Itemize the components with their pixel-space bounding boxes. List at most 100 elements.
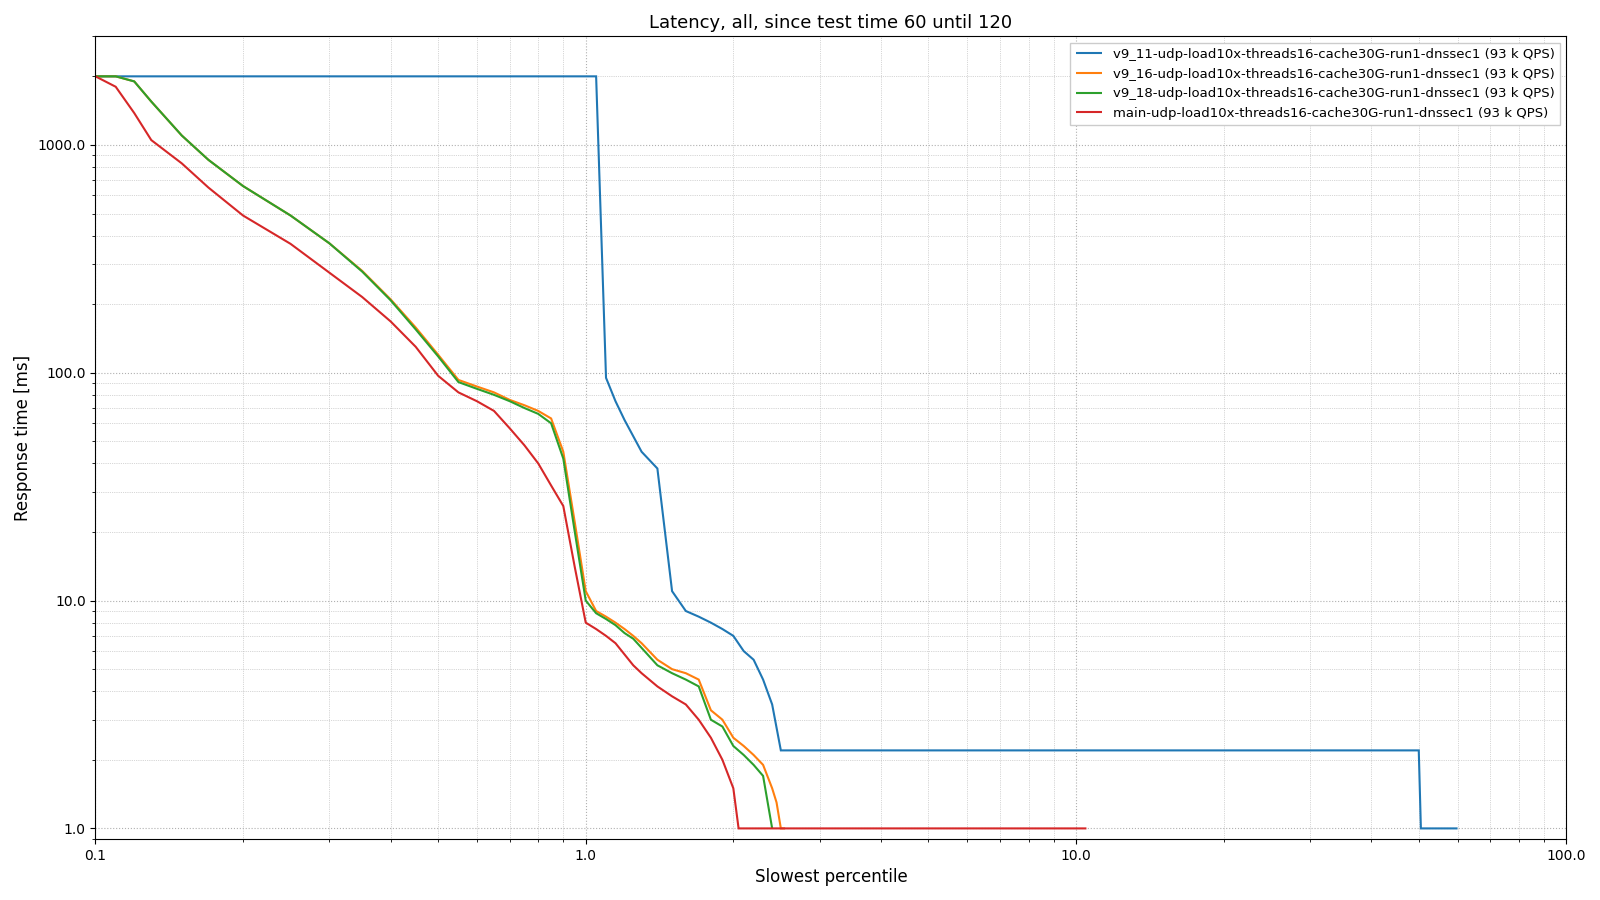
v9_16-udp-load10x-threads16-cache30G-run1-dnssec1 (93 k QPS) (485, 387, 504, 398)
v9_16-udp-load10x-threads16-cache30G-run1-dnssec1 (93 k QPS) (714, 715, 733, 725)
v9_18-udp-load10x-threads16-cache30G-run1-dnssec1 (93 k QPS) (282, 210, 301, 220)
v9_11-udp-load10x-threads16-cache30G-run1-dnssec1 (93 k QPS) (96, 71, 115, 82)
v9_11-udp-load10x-threads16-cache30G-run1-dnssec1 (93 k QPS) (632, 446, 651, 457)
v9_11-udp-load10x-threads16-cache30G-run1-dnssec1 (93 k QPS) (554, 71, 573, 82)
v9_18-udp-load10x-threads16-cache30G-run1-dnssec1 (93 k QPS) (450, 377, 469, 388)
v9_11-udp-load10x-threads16-cache30G-run1-dnssec1 (93 k QPS) (771, 745, 790, 756)
v9_11-udp-load10x-threads16-cache30G-run1-dnssec1 (93 k QPS) (677, 606, 696, 616)
v9_18-udp-load10x-threads16-cache30G-run1-dnssec1 (93 k QPS) (734, 750, 754, 760)
main-udp-load10x-threads16-cache30G-run1-dnssec1 (93 k QPS) (565, 562, 584, 572)
v9_11-udp-load10x-threads16-cache30G-run1-dnssec1 (93 k QPS) (1411, 823, 1430, 833)
v9_18-udp-load10x-threads16-cache30G-run1-dnssec1 (93 k QPS) (701, 715, 720, 725)
v9_18-udp-load10x-threads16-cache30G-run1-dnssec1 (93 k QPS) (173, 130, 192, 141)
main-udp-load10x-threads16-cache30G-run1-dnssec1 (93 k QPS) (554, 500, 573, 511)
v9_16-udp-load10x-threads16-cache30G-run1-dnssec1 (93 k QPS) (381, 294, 400, 305)
v9_16-udp-load10x-threads16-cache30G-run1-dnssec1 (93 k QPS) (352, 266, 371, 276)
main-udp-load10x-threads16-cache30G-run1-dnssec1 (93 k QPS) (677, 699, 696, 710)
v9_18-udp-load10x-threads16-cache30G-run1-dnssec1 (93 k QPS) (576, 595, 595, 606)
v9_11-udp-load10x-threads16-cache30G-run1-dnssec1 (93 k QPS) (734, 645, 754, 656)
v9_18-udp-load10x-threads16-cache30G-run1-dnssec1 (93 k QPS) (541, 418, 560, 428)
main-udp-load10x-threads16-cache30G-run1-dnssec1 (93 k QPS) (515, 440, 534, 451)
v9_18-udp-load10x-threads16-cache30G-run1-dnssec1 (93 k QPS) (381, 295, 400, 306)
v9_18-udp-load10x-threads16-cache30G-run1-dnssec1 (93 k QPS) (515, 402, 534, 413)
main-udp-load10x-threads16-cache30G-run1-dnssec1 (93 k QPS) (597, 631, 616, 642)
v9_18-udp-load10x-threads16-cache30G-run1-dnssec1 (93 k QPS) (501, 396, 520, 407)
v9_18-udp-load10x-threads16-cache30G-run1-dnssec1 (93 k QPS) (597, 614, 616, 625)
main-udp-load10x-threads16-cache30G-run1-dnssec1 (93 k QPS) (587, 624, 606, 634)
v9_11-udp-load10x-threads16-cache30G-run1-dnssec1 (93 k QPS) (576, 71, 595, 82)
v9_11-udp-load10x-threads16-cache30G-run1-dnssec1 (93 k QPS) (501, 71, 520, 82)
v9_11-udp-load10x-threads16-cache30G-run1-dnssec1 (93 k QPS) (648, 464, 667, 474)
v9_11-udp-load10x-threads16-cache30G-run1-dnssec1 (93 k QPS) (1410, 745, 1429, 756)
v9_11-udp-load10x-threads16-cache30G-run1-dnssec1 (93 k QPS) (157, 71, 176, 82)
Y-axis label: Response time [ms]: Response time [ms] (14, 355, 32, 520)
main-udp-load10x-threads16-cache30G-run1-dnssec1 (93 k QPS) (320, 267, 339, 278)
v9_16-udp-load10x-threads16-cache30G-run1-dnssec1 (93 k QPS) (173, 130, 192, 141)
v9_16-udp-load10x-threads16-cache30G-run1-dnssec1 (93 k QPS) (624, 631, 643, 642)
v9_11-udp-load10x-threads16-cache30G-run1-dnssec1 (93 k QPS) (469, 71, 488, 82)
main-udp-load10x-threads16-cache30G-run1-dnssec1 (93 k QPS) (234, 210, 253, 220)
v9_18-udp-load10x-threads16-cache30G-run1-dnssec1 (93 k QPS) (662, 668, 682, 679)
v9_11-udp-load10x-threads16-cache30G-run1-dnssec1 (93 k QPS) (1448, 823, 1467, 833)
v9_16-udp-load10x-threads16-cache30G-run1-dnssec1 (93 k QPS) (648, 654, 667, 665)
v9_11-udp-load10x-threads16-cache30G-run1-dnssec1 (93 k QPS) (352, 71, 371, 82)
main-udp-load10x-threads16-cache30G-run1-dnssec1 (93 k QPS) (701, 733, 720, 743)
main-udp-load10x-threads16-cache30G-run1-dnssec1 (93 k QPS) (86, 71, 106, 82)
v9_16-udp-load10x-threads16-cache30G-run1-dnssec1 (93 k QPS) (541, 413, 560, 424)
v9_11-udp-load10x-threads16-cache30G-run1-dnssec1 (93 k QPS) (142, 71, 162, 82)
v9_18-udp-load10x-threads16-cache30G-run1-dnssec1 (93 k QPS) (320, 238, 339, 248)
Line: v9_11-udp-load10x-threads16-cache30G-run1-dnssec1 (93 k QPS): v9_11-udp-load10x-threads16-cache30G-run… (96, 76, 1458, 828)
v9_11-udp-load10x-threads16-cache30G-run1-dnssec1 (93 k QPS) (86, 71, 106, 82)
v9_16-udp-load10x-threads16-cache30G-run1-dnssec1 (93 k QPS) (86, 71, 106, 82)
v9_18-udp-load10x-threads16-cache30G-run1-dnssec1 (93 k QPS) (528, 409, 547, 419)
main-udp-load10x-threads16-cache30G-run1-dnssec1 (93 k QPS) (106, 81, 125, 92)
v9_16-udp-load10x-threads16-cache30G-run1-dnssec1 (93 k QPS) (528, 406, 547, 417)
v9_16-udp-load10x-threads16-cache30G-run1-dnssec1 (93 k QPS) (614, 624, 634, 634)
v9_16-udp-load10x-threads16-cache30G-run1-dnssec1 (93 k QPS) (106, 71, 125, 82)
v9_18-udp-load10x-threads16-cache30G-run1-dnssec1 (93 k QPS) (632, 643, 651, 653)
main-udp-load10x-threads16-cache30G-run1-dnssec1 (93 k QPS) (1067, 823, 1086, 833)
main-udp-load10x-threads16-cache30G-run1-dnssec1 (93 k QPS) (125, 108, 144, 119)
v9_11-udp-load10x-threads16-cache30G-run1-dnssec1 (93 k QPS) (723, 631, 742, 642)
v9_16-udp-load10x-threads16-cache30G-run1-dnssec1 (93 k QPS) (690, 674, 709, 685)
v9_11-udp-load10x-threads16-cache30G-run1-dnssec1 (93 k QPS) (754, 674, 773, 685)
main-udp-load10x-threads16-cache30G-run1-dnssec1 (93 k QPS) (541, 480, 560, 491)
main-udp-load10x-threads16-cache30G-run1-dnssec1 (93 k QPS) (730, 823, 749, 833)
v9_16-udp-load10x-threads16-cache30G-run1-dnssec1 (93 k QPS) (467, 381, 486, 392)
v9_18-udp-load10x-threads16-cache30G-run1-dnssec1 (93 k QPS) (142, 96, 162, 107)
v9_18-udp-load10x-threads16-cache30G-run1-dnssec1 (93 k QPS) (198, 155, 218, 166)
v9_18-udp-load10x-threads16-cache30G-run1-dnssec1 (93 k QPS) (554, 454, 573, 464)
v9_16-udp-load10x-threads16-cache30G-run1-dnssec1 (93 k QPS) (125, 76, 144, 86)
v9_18-udp-load10x-threads16-cache30G-run1-dnssec1 (93 k QPS) (106, 71, 125, 82)
main-udp-load10x-threads16-cache30G-run1-dnssec1 (93 k QPS) (734, 823, 754, 833)
v9_16-udp-load10x-threads16-cache30G-run1-dnssec1 (93 k QPS) (597, 611, 616, 622)
v9_11-udp-load10x-threads16-cache30G-run1-dnssec1 (93 k QPS) (125, 71, 144, 82)
Line: main-udp-load10x-threads16-cache30G-run1-dnssec1 (93 k QPS): main-udp-load10x-threads16-cache30G-run1… (96, 76, 1086, 828)
v9_11-udp-load10x-threads16-cache30G-run1-dnssec1 (93 k QPS) (320, 71, 339, 82)
v9_16-udp-load10x-threads16-cache30G-run1-dnssec1 (93 k QPS) (501, 394, 520, 405)
main-udp-load10x-threads16-cache30G-run1-dnssec1 (93 k QPS) (501, 423, 520, 434)
v9_16-udp-load10x-threads16-cache30G-run1-dnssec1 (93 k QPS) (734, 741, 754, 751)
v9_16-udp-load10x-threads16-cache30G-run1-dnssec1 (93 k QPS) (587, 606, 606, 616)
v9_11-udp-load10x-threads16-cache30G-run1-dnssec1 (93 k QPS) (662, 586, 682, 597)
main-udp-load10x-threads16-cache30G-run1-dnssec1 (93 k QPS) (632, 668, 651, 679)
v9_18-udp-load10x-threads16-cache30G-run1-dnssec1 (93 k QPS) (86, 71, 106, 82)
v9_11-udp-load10x-threads16-cache30G-run1-dnssec1 (93 k QPS) (701, 617, 720, 628)
main-udp-load10x-threads16-cache30G-run1-dnssec1 (93 k QPS) (528, 458, 547, 469)
v9_18-udp-load10x-threads16-cache30G-run1-dnssec1 (93 k QPS) (744, 760, 763, 770)
v9_16-udp-load10x-threads16-cache30G-run1-dnssec1 (93 k QPS) (723, 733, 742, 743)
v9_18-udp-load10x-threads16-cache30G-run1-dnssec1 (93 k QPS) (614, 627, 634, 638)
v9_18-udp-load10x-threads16-cache30G-run1-dnssec1 (93 k QPS) (125, 76, 144, 86)
main-udp-load10x-threads16-cache30G-run1-dnssec1 (93 k QPS) (142, 135, 162, 146)
v9_18-udp-load10x-threads16-cache30G-run1-dnssec1 (93 k QPS) (565, 526, 584, 537)
v9_11-udp-load10x-threads16-cache30G-run1-dnssec1 (93 k QPS) (714, 624, 733, 634)
v9_16-udp-load10x-threads16-cache30G-run1-dnssec1 (93 k QPS) (677, 668, 696, 679)
v9_16-udp-load10x-threads16-cache30G-run1-dnssec1 (93 k QPS) (515, 400, 534, 410)
v9_18-udp-load10x-threads16-cache30G-run1-dnssec1 (93 k QPS) (763, 823, 782, 833)
main-udp-load10x-threads16-cache30G-run1-dnssec1 (93 k QPS) (690, 715, 709, 725)
v9_18-udp-load10x-threads16-cache30G-run1-dnssec1 (93 k QPS) (714, 721, 733, 732)
main-udp-load10x-threads16-cache30G-run1-dnssec1 (93 k QPS) (450, 387, 469, 398)
v9_11-udp-load10x-threads16-cache30G-run1-dnssec1 (93 k QPS) (234, 71, 253, 82)
v9_18-udp-load10x-threads16-cache30G-run1-dnssec1 (93 k QPS) (648, 660, 667, 670)
main-udp-load10x-threads16-cache30G-run1-dnssec1 (93 k QPS) (198, 182, 218, 193)
